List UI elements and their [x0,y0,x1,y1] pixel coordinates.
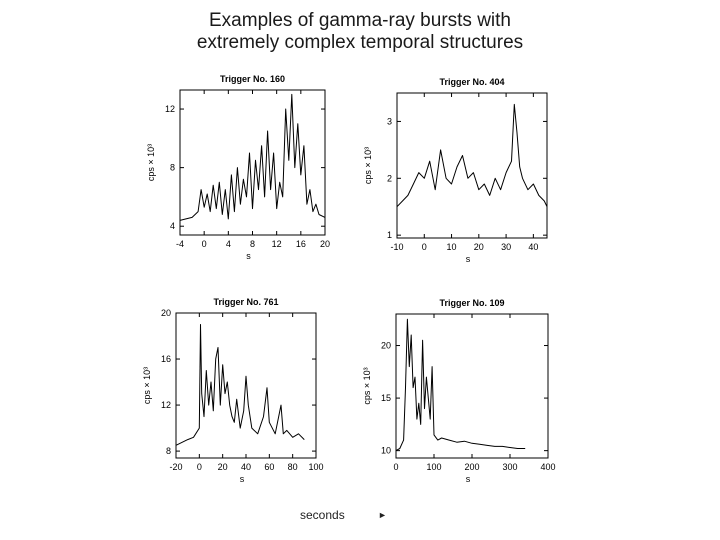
y-tick-label: 12 [161,400,171,410]
title-line-2: extremely complex temporal structures [196,32,524,53]
y-tick-label: 4 [170,221,175,231]
x-tick-label: 100 [308,462,323,472]
panel-title: Trigger No. 404 [439,77,504,87]
x-tick-label: 300 [502,462,517,472]
x-tick-label: 16 [296,239,306,249]
x-tick-label: 10 [447,242,457,252]
chart-panel-3: Trigger No. 761 -20 0 20 40 60 80 100 8 12 16 20 s cp… [142,297,324,484]
x-tick-label: -10 [390,242,403,252]
x-tick-label: 400 [540,462,555,472]
x-tick-label: 40 [241,462,251,472]
x-tick-label: 4 [226,239,231,249]
x-axis-label: s [466,254,471,264]
plot-frame [396,92,548,239]
x-tick-label: 20 [474,242,484,252]
x-tick-label: 20 [320,239,330,249]
y-tick-label: 15 [381,393,391,403]
x-axis-label: s [466,474,471,484]
y-axis-label: cps × 10³ [363,147,373,184]
x-axis-label: s [246,251,251,261]
x-axis-label: s [240,474,245,484]
x-tick-label: 0 [197,462,202,472]
page-title: Examples of gamma-ray bursts with extrem… [0,10,720,54]
light-curve-line [396,103,548,208]
x-tick-label: 0 [202,239,207,249]
y-tick-label: 2 [387,173,392,183]
footer-arrow-icon: ► [378,510,387,520]
y-axis-label: cps × 10³ [142,367,152,404]
y-axis-label: cps × 10³ [362,367,372,404]
y-tick-label: 10 [381,446,391,456]
x-tick-label: 60 [264,462,274,472]
footer-seconds-label: seconds [300,508,345,522]
x-tick-label: 30 [501,242,511,252]
y-tick-label: 3 [387,116,392,126]
plot-frame [395,313,549,459]
x-tick-label: 40 [528,242,538,252]
y-tick-label: 8 [170,163,175,173]
x-tick-label: 12 [272,239,282,249]
x-tick-label: 100 [426,462,441,472]
light-curve-line [395,318,526,452]
chart-panel-2: Trigger No. 404 -10 0 10 20 30 40 1 2 3 s cps × 10³ [363,77,548,264]
x-tick-label: 0 [422,242,427,252]
y-tick-label: 1 [387,230,392,240]
light-curve-line [175,324,305,446]
x-tick-label: 200 [464,462,479,472]
x-tick-label: -4 [176,239,184,249]
y-tick-label: 20 [381,341,391,351]
light-curve-line [179,93,326,221]
y-tick-label: 8 [166,446,171,456]
panel-title: Trigger No. 109 [439,298,504,308]
x-tick-label: 80 [288,462,298,472]
panel-title: Trigger No. 761 [213,297,278,307]
x-tick-label: 20 [218,462,228,472]
y-tick-label: 20 [161,308,171,318]
chart-panel-4: Trigger No. 109 0 100 200 300 400 10 15 20 s cps ×… [362,298,556,484]
y-tick-label: 16 [161,354,171,364]
title-line-1: Examples of gamma-ray bursts with [209,10,511,31]
panel-title: Trigger No. 160 [220,74,285,84]
x-tick-label: 0 [393,462,398,472]
plot-frame [179,89,326,236]
chart-panel-1: Trigger No. 160 -4 0 4 8 12 16 20 4 8 12 s cps × 10³ [146,74,330,261]
y-axis-label: cps × 10³ [146,144,156,181]
x-tick-label: 8 [250,239,255,249]
y-tick-label: 12 [165,104,175,114]
x-tick-label: -20 [169,462,182,472]
